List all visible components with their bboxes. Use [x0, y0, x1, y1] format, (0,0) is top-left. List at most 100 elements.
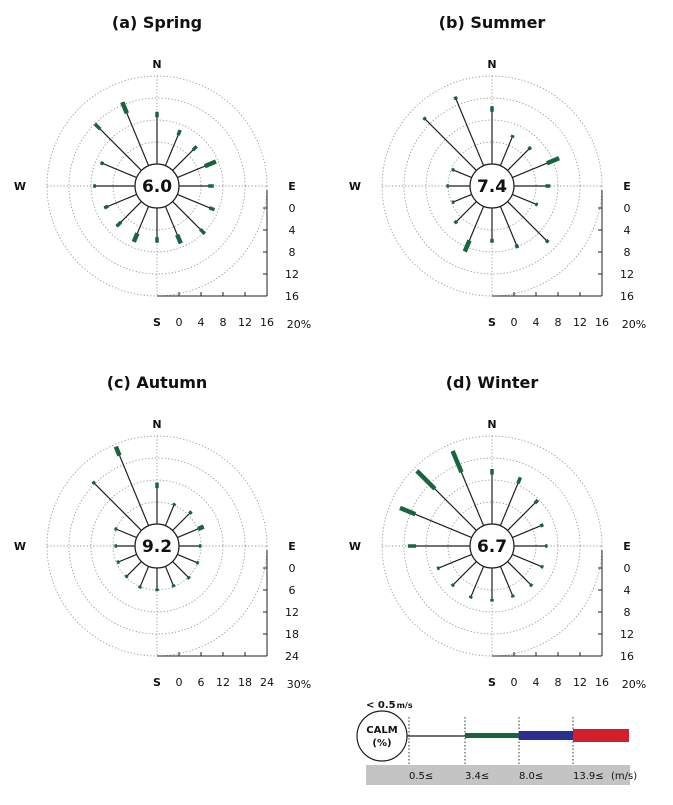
petal-line-ne: [172, 145, 198, 171]
calm-pct-label: (%): [372, 738, 391, 749]
calm-circle: [134, 163, 180, 209]
petal-line-wnw: [114, 527, 137, 539]
petal-bar-ese: [195, 560, 200, 565]
direction-label-s: S: [153, 316, 161, 329]
petal-bar-wsw: [103, 204, 109, 210]
petal-bar-sse: [510, 594, 515, 598]
petal-bar-sw: [115, 220, 123, 228]
scale-tick-label-vertical: 12: [620, 628, 634, 641]
legend-bin-3: 8.0≤: [519, 771, 543, 782]
petal-line-se: [172, 561, 191, 580]
wind-rose-panel-1: (a) Spring N S W E 0 0 4 4 8 8 12 12 16 16 20% 6.0: [14, 13, 311, 331]
scale-tick-label-vertical: 16: [620, 290, 634, 303]
scale-tick-label-vertical: 8: [624, 246, 631, 259]
scale-tick-label-horizontal: 0: [511, 676, 518, 689]
scale-tick-label-horizontal: 12: [238, 316, 252, 329]
direction-label-n: N: [152, 418, 161, 431]
petal-line-wnw: [100, 162, 137, 179]
petal-line-wsw: [436, 553, 472, 570]
petal-bar-ene: [203, 159, 217, 169]
legend-bin-4: 13.9≤: [573, 771, 604, 782]
petal-bar-nne: [510, 134, 515, 139]
petal-bar-nnw: [113, 445, 122, 457]
scale-tick-label-vertical: 16: [620, 650, 634, 663]
petal-line-nw: [423, 117, 477, 171]
petal-line-nw: [94, 123, 142, 171]
scale-tick-label-horizontal: 12: [573, 316, 587, 329]
scale-tick-label-vertical: 8: [289, 246, 296, 259]
scale-tick-label-vertical: 18: [285, 628, 299, 641]
petal-line-sw: [125, 561, 142, 578]
scale-tick-label-vertical: 12: [285, 268, 299, 281]
petal-line-nne: [499, 134, 514, 166]
petal-bar-se: [544, 238, 550, 244]
calm-value: 7.4: [477, 177, 507, 197]
scale-tick-label-vertical: 0: [624, 562, 631, 575]
legend-segment-2: [465, 733, 519, 738]
petal-line-ne: [507, 499, 539, 531]
calm-value: 9.2: [142, 537, 172, 557]
scale-max-label: 20%: [287, 318, 311, 331]
direction-label-s: S: [153, 676, 161, 689]
scale-tick-label-horizontal: 16: [595, 316, 609, 329]
scale-tick-label-horizontal: 4: [198, 316, 205, 329]
petal-line-ene: [512, 524, 544, 539]
scale-tick-label-horizontal: 0: [511, 316, 518, 329]
petal-bar-ssw: [462, 239, 472, 253]
petal-bar-ene: [546, 156, 560, 166]
petal-bar-nnw: [450, 450, 464, 474]
calm-circle: [469, 163, 515, 209]
legend-bin-1: 0.5≤: [409, 771, 433, 782]
direction-label-s: S: [488, 316, 496, 329]
wind-rose-panel-3: (c) Autumn N S W E 0 0 6 6 12 12 18 18 24 24 30% 9.2: [14, 373, 311, 691]
petal-line-ese: [177, 193, 215, 211]
direction-label-w: W: [14, 540, 26, 553]
petal-bar-wnw: [451, 167, 455, 172]
wind-rose-panel-2: (b) Summer N S W E 0 0 4 4 8 8 12 12 16 16 20% 7.4: [349, 13, 646, 331]
scale-tick-label-horizontal: 16: [260, 316, 274, 329]
petal-bar-ssw: [137, 585, 143, 589]
scale-max-label: 20%: [622, 318, 646, 331]
petal-bar-nw: [93, 122, 102, 131]
petal-line-ese: [177, 553, 199, 564]
petal-line-sw: [451, 561, 477, 587]
petal-bar-se: [198, 227, 207, 236]
petal-line-nne: [164, 503, 176, 526]
scale-tick-label-horizontal: 4: [533, 676, 540, 689]
scale-tick-label-horizontal: 18: [238, 676, 252, 689]
petal-line-wsw: [103, 193, 137, 209]
petal-line-ese: [512, 193, 538, 206]
petal-bar-se: [186, 575, 191, 580]
direction-label-n: N: [487, 58, 496, 71]
petal-line-wnw: [451, 168, 472, 179]
petal-bar-se: [529, 583, 534, 588]
scale-tick-label-vertical: 0: [289, 562, 296, 575]
calm-circle: [356, 710, 408, 762]
calm-label: CALM: [366, 725, 397, 736]
scale-max-label: 30%: [287, 678, 311, 691]
petal-line-ne: [507, 146, 532, 171]
direction-label-e: E: [288, 540, 296, 553]
legend-bar: [366, 765, 630, 785]
petal-line-ssw: [469, 566, 485, 599]
petal-line-sse: [499, 206, 519, 249]
petal-line-wsw: [116, 553, 137, 564]
scale-tick-label-horizontal: 0: [176, 316, 183, 329]
direction-label-w: W: [14, 180, 26, 193]
petal-bar-nw: [422, 116, 427, 121]
scale-tick-label-horizontal: 6: [198, 676, 205, 689]
petal-bar-ne: [188, 510, 193, 515]
legend-segment-3: [519, 731, 573, 740]
petal-bar-wsw: [451, 200, 455, 205]
direction-label-w: W: [349, 540, 361, 553]
petal-line-sse: [499, 566, 514, 598]
petal-line-se: [507, 201, 549, 243]
petal-bar-nne: [516, 476, 523, 485]
scale-tick-label-horizontal: 16: [595, 676, 609, 689]
petal-line-se: [507, 561, 533, 587]
calm-threshold-label: < 0.5m/s: [366, 700, 413, 711]
panel-title: (a) Spring: [112, 13, 202, 32]
direction-label-s: S: [488, 676, 496, 689]
direction-label-n: N: [152, 58, 161, 71]
petal-bar-wnw: [114, 526, 118, 532]
